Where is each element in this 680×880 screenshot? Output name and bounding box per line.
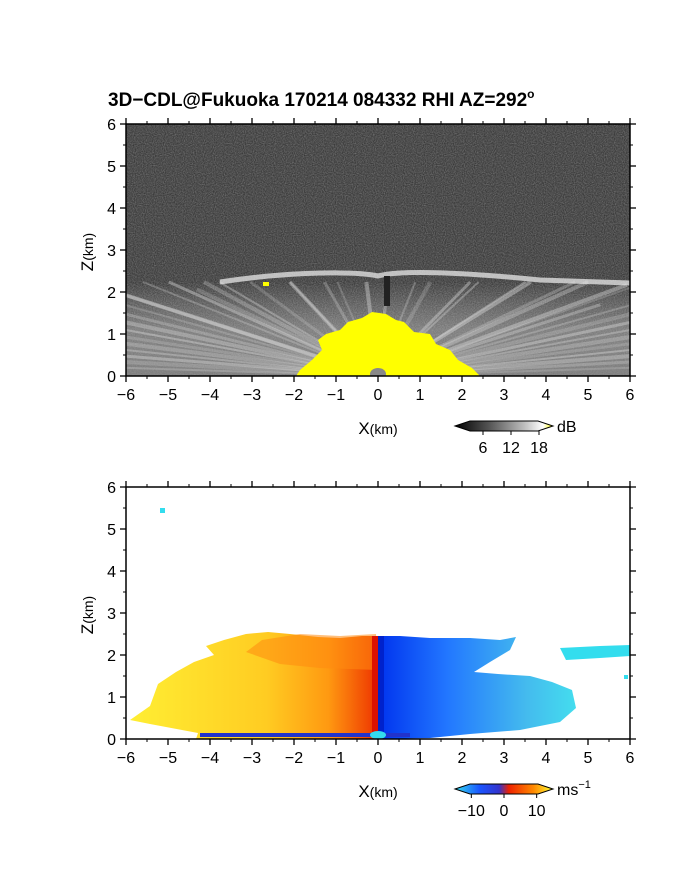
velocity-ytick-label: 2	[107, 648, 116, 665]
reflectivity-xtick-label: 0	[374, 387, 383, 404]
velocity-near-radar-blue	[378, 636, 384, 736]
reflectivity-xlabel: X(km)	[358, 419, 397, 438]
velocity-left-upper	[246, 634, 378, 670]
reflectivity-ytick-label: 5	[107, 159, 116, 176]
colorbar-velocity-unit-sup: −1	[578, 779, 591, 791]
reflectivity-xlabel-var: X	[358, 419, 369, 438]
velocity-xtick-label: −4	[201, 750, 219, 767]
velocity-ytick-label: 6	[107, 480, 116, 497]
reflectivity-xtick-label: −3	[243, 387, 261, 404]
reflectivity-xtick-label: −6	[117, 387, 135, 404]
vertical-gap	[384, 276, 390, 306]
reflectivity-xtick-label: 4	[542, 387, 551, 404]
reflectivity-ytick-label: 2	[107, 285, 116, 302]
colorbar-velocity-tick-label: 10	[528, 803, 546, 820]
velocity-right-stripe	[560, 645, 630, 660]
boundary-layer-top	[219, 270, 630, 286]
reflectivity-ytick-label: 3	[107, 243, 116, 260]
velocity-xtick-label: 2	[458, 750, 467, 767]
reflectivity-xtick-label: 2	[458, 387, 467, 404]
reflectivity-ytick-label: 0	[107, 369, 116, 386]
reflectivity-ytick-label: 6	[107, 117, 116, 134]
reflectivity-xtick-label: −5	[159, 387, 177, 404]
velocity-xtick-label: −3	[243, 750, 261, 767]
velocity-ytick-label: 5	[107, 522, 116, 539]
chart-title-text: 3D−CDL@Fukuoka 170214 084332 RHI AZ=292	[108, 90, 527, 111]
velocity-ytick-label: 0	[107, 732, 116, 749]
colorbar-velocity-tick-label: −10	[458, 803, 485, 820]
velocity-plot-area	[126, 487, 630, 739]
velocity-xtick-label: 0	[374, 750, 383, 767]
velocity-ground-blue	[200, 733, 410, 737]
reflectivity-xtick-label: 5	[584, 387, 593, 404]
velocity-xtick-label: −6	[117, 750, 135, 767]
saturated-dome	[296, 312, 480, 376]
colorbar-velocity-bar	[453, 783, 555, 795]
velocity-ylabel-var: Z	[78, 624, 97, 634]
colorbar-dB-tick-label: 18	[530, 440, 548, 457]
velocity-ytick-label: 3	[107, 606, 116, 623]
velocity-near-radar-red	[372, 636, 380, 736]
reflectivity-colorbar: 6 12 18 dB	[453, 419, 577, 457]
reflectivity-xtick-label: −4	[201, 387, 219, 404]
saturated-speck	[263, 282, 269, 286]
velocity-ytick-label: 4	[107, 564, 116, 581]
reflectivity-axes: −6 −5 −4 −3 −2 −1 0 1 2 3 4 5 6 0 1 2 3 4 5 6	[107, 117, 636, 404]
reflectivity-xlabel-unit: (km)	[370, 421, 398, 437]
velocity-xtick-label: 5	[584, 750, 593, 767]
velocity-xtick-label: 6	[626, 750, 635, 767]
reflectivity-ylabel: Z(km)	[78, 233, 97, 271]
reflectivity-xtick-label: 1	[416, 387, 425, 404]
colorbar-dB-tick-label: 12	[502, 440, 520, 457]
reflectivity-ytick-label: 4	[107, 201, 116, 218]
radar-location	[370, 368, 386, 376]
colorbar-dB-bar	[453, 420, 555, 432]
colorbar-velocity-tick-label: 0	[500, 803, 509, 820]
velocity-xtick-label: 3	[500, 750, 509, 767]
reflectivity-ylabel-unit: (km)	[80, 233, 96, 261]
colorbar-velocity-unit-base: ms	[557, 782, 578, 799]
velocity-xlabel-unit: (km)	[370, 784, 398, 800]
velocity-axes: −6 −5 −4 −3 −2 −1 0 1 2 3 4 5 6 0 1 2 3 4 5 6	[107, 480, 636, 767]
colorbar-dB-tick-label: 6	[479, 440, 488, 457]
colorbar-velocity-unit: ms−1	[557, 779, 591, 799]
velocity-speck	[160, 508, 165, 513]
velocity-xtick-label: −2	[285, 750, 303, 767]
reflectivity-ytick-label: 1	[107, 327, 116, 344]
reflectivity-xtick-label: −2	[285, 387, 303, 404]
velocity-colorbar: −10 0 10 ms−1	[453, 779, 591, 820]
velocity-ytick-label: 1	[107, 690, 116, 707]
velocity-ylabel: Z(km)	[78, 596, 97, 634]
colorbar-dB-ticks: 6 12 18	[479, 431, 548, 457]
velocity-xtick-label: 1	[416, 750, 425, 767]
reflectivity-xtick-label: −1	[327, 387, 345, 404]
reflectivity-xtick-label: 6	[626, 387, 635, 404]
reflectivity-plot-area	[126, 124, 630, 376]
reflectivity-xtick-label: 3	[500, 387, 509, 404]
velocity-xlabel: X(km)	[358, 782, 397, 801]
velocity-ylabel-unit: (km)	[80, 596, 96, 624]
velocity-xtick-label: 4	[542, 750, 551, 767]
velocity-xtick-label: −1	[327, 750, 345, 767]
colorbar-dB-unit: dB	[557, 419, 577, 436]
velocity-xtick-label: −5	[159, 750, 177, 767]
chart-title-degree: o	[527, 87, 534, 101]
velocity-right-region	[378, 636, 576, 739]
velocity-speck-2	[624, 675, 628, 679]
velocity-radar-location	[370, 731, 386, 739]
chart-title: 3D−CDL@Fukuoka 170214 084332 RHI AZ=292o	[108, 87, 535, 111]
reflectivity-ylabel-var: Z	[78, 261, 97, 271]
colorbar-velocity-ticks: −10 0 10	[458, 794, 546, 820]
velocity-xlabel-var: X	[358, 782, 369, 801]
